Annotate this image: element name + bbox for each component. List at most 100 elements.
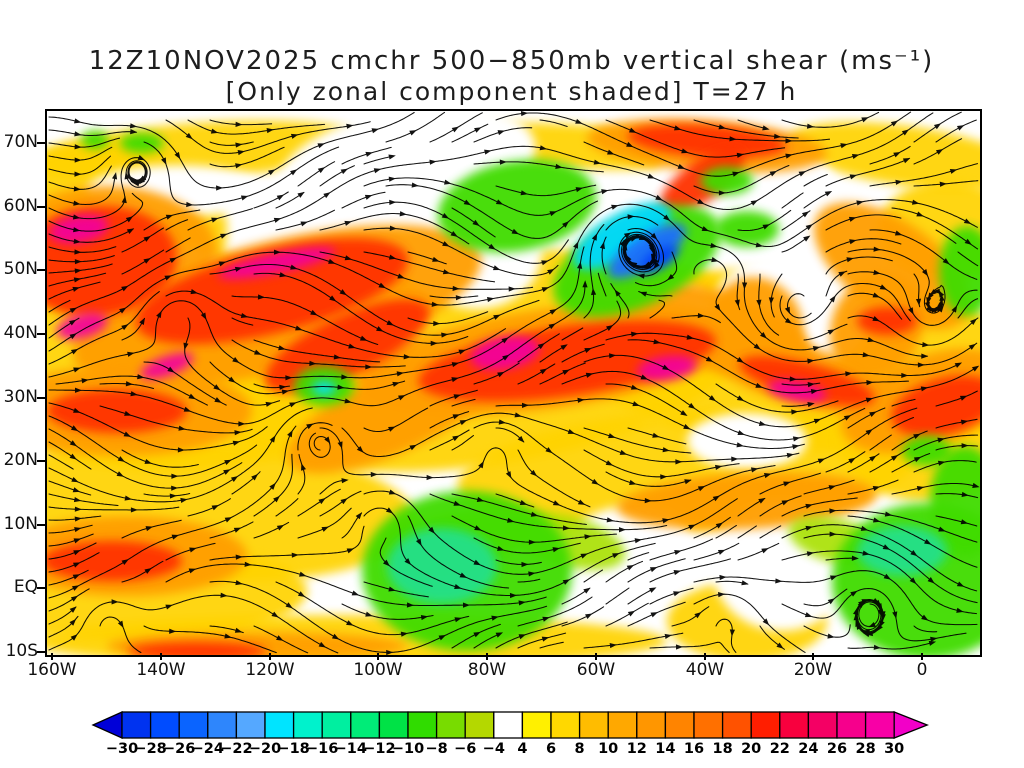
streamline-arrowhead xyxy=(845,371,853,377)
streamline-arrowhead xyxy=(961,491,969,498)
streamline-arrowhead xyxy=(279,384,287,390)
streamline-arrowhead xyxy=(169,493,177,499)
streamline-arrowhead xyxy=(370,471,378,478)
streamline-arrowhead xyxy=(785,153,793,159)
lat-tick-mark xyxy=(37,587,45,589)
streamline-arrowhead xyxy=(924,538,932,545)
streamline-arrowhead xyxy=(622,237,630,245)
chart-title: 12Z10NOV2025 cmchr 500−850mb vertical sh… xyxy=(88,46,935,76)
streamline-arrowhead xyxy=(813,418,822,424)
streamline-arrowhead xyxy=(849,174,858,180)
streamline xyxy=(48,228,134,243)
streamline-arrowhead xyxy=(909,577,917,585)
streamline-arrowhead xyxy=(688,524,696,530)
streamline-arrowhead xyxy=(216,185,224,191)
streamline xyxy=(429,389,478,407)
streamline-arrowhead xyxy=(273,249,281,255)
streamline xyxy=(583,427,692,454)
lon-tick-mark xyxy=(486,653,488,660)
streamline-arrowhead xyxy=(399,211,407,217)
streamline-arrowhead xyxy=(235,121,243,127)
streamline-arrowhead xyxy=(827,598,835,605)
lon-tick-label: 80W xyxy=(467,660,507,680)
streamline xyxy=(48,402,268,451)
streamline xyxy=(379,537,433,587)
streamline xyxy=(209,141,254,146)
streamline xyxy=(935,493,979,499)
streamline-arrowhead xyxy=(630,236,638,242)
streamline-arrowhead xyxy=(130,391,138,397)
streamline-arrowhead xyxy=(901,372,909,379)
streamline xyxy=(48,174,116,206)
streamline-arrowhead xyxy=(805,503,813,509)
shaded-region xyxy=(788,121,980,191)
colorbar-tick-label: −4 xyxy=(483,741,505,757)
streamline-arrowhead xyxy=(915,298,922,306)
streamline xyxy=(319,165,355,187)
streamline-arrowhead xyxy=(856,200,864,206)
streamline xyxy=(363,227,559,277)
streamline-arrowhead xyxy=(652,432,660,438)
streamline-arrowhead xyxy=(684,479,692,485)
streamline-arrowhead xyxy=(333,354,341,360)
streamline-arrowhead xyxy=(356,446,364,453)
streamline-arrowhead xyxy=(697,198,705,205)
lon-tick-label: 140W xyxy=(136,660,186,680)
streamline-arrowhead xyxy=(130,129,138,135)
streamline-arrowhead xyxy=(291,552,299,558)
shaded-region xyxy=(715,211,779,247)
streamline-arrowhead xyxy=(493,314,501,320)
streamline xyxy=(451,123,489,143)
streamline-arrowhead xyxy=(959,395,968,401)
streamline-arrowhead xyxy=(420,614,429,621)
streamline xyxy=(539,641,564,649)
streamline-arrowhead xyxy=(619,449,628,455)
streamline xyxy=(957,251,979,267)
streamline-arrowhead xyxy=(211,217,219,223)
streamline-arrowhead xyxy=(894,230,903,236)
streamline-arrowhead xyxy=(862,632,870,638)
lat-tick-label: 70N xyxy=(3,132,38,152)
streamline-arrowhead xyxy=(497,545,505,551)
streamline xyxy=(165,219,189,231)
streamline-arrowhead xyxy=(167,366,175,373)
streamline-arrowhead xyxy=(734,299,740,307)
streamline-arrowhead xyxy=(137,155,146,161)
streamline-arrowhead xyxy=(662,364,670,371)
colorbar-tick-label: 6 xyxy=(546,741,556,757)
streamline-arrowhead xyxy=(807,358,815,364)
streamline-arrowhead xyxy=(640,374,648,380)
streamline-arrowhead xyxy=(240,312,249,319)
streamline-arrowhead xyxy=(949,168,958,174)
streamline xyxy=(671,315,721,324)
lon-tick-label: 40W xyxy=(685,660,725,680)
streamline-arrowhead xyxy=(174,151,181,160)
streamline-arrowhead xyxy=(451,362,460,368)
streamline-arrowhead xyxy=(956,125,965,131)
shaded-region xyxy=(56,312,108,340)
streamline-arrowhead xyxy=(848,216,857,222)
streamline-arrowhead xyxy=(139,317,145,325)
lon-tick-label: 60W xyxy=(576,660,616,680)
streamline-arrowhead xyxy=(575,118,583,124)
streamline-arrowhead xyxy=(708,395,717,402)
streamline-arrowhead xyxy=(972,482,980,488)
streamline xyxy=(121,449,199,468)
streamline-arrowhead xyxy=(321,526,329,532)
streamline xyxy=(803,479,855,495)
streamline-arrowhead xyxy=(451,126,460,133)
streamline-arrowhead xyxy=(72,574,81,580)
streamline-arrowhead xyxy=(143,257,151,264)
streamline-arrowhead xyxy=(442,269,451,275)
streamline xyxy=(48,155,112,175)
lon-tick-mark xyxy=(704,653,706,660)
streamline-arrowhead xyxy=(674,549,682,555)
streamline-arrowhead xyxy=(917,362,925,368)
streamline-arrowhead xyxy=(69,606,77,613)
lat-tick-mark xyxy=(37,333,45,335)
streamline-arrowhead xyxy=(872,292,881,298)
streamline-arrowhead xyxy=(183,406,192,412)
streamline-arrowhead xyxy=(662,447,670,453)
streamline-arrowhead xyxy=(632,401,640,407)
streamline-arrowhead xyxy=(705,356,714,362)
